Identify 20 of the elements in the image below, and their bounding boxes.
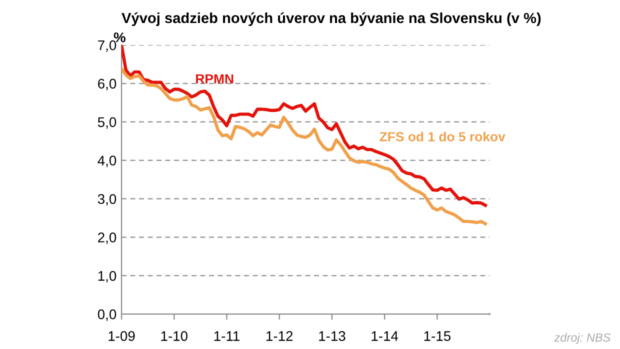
text: zdroj: NBS: [554, 333, 611, 344]
y-tick-label: 0,0: [98, 309, 116, 321]
series-label: ZFS od 1 do 5 rokov: [380, 132, 506, 142]
y-tick-label: 7,0: [98, 40, 116, 52]
x-tick-label: 1-11: [214, 331, 240, 341]
y-tick-label: 4,0: [98, 156, 116, 168]
x-tick-label: 1-15: [424, 331, 451, 341]
x-tick-label: 1-12: [266, 331, 293, 341]
series-label: RPMN: [196, 74, 234, 84]
y-tick-label: 1,0: [98, 270, 116, 282]
y-tick-label: 3,0: [98, 194, 116, 206]
y-tick-label: 5,0: [98, 117, 116, 129]
y-tick-label: 2,0: [98, 232, 116, 244]
x-tick-label: 1-09: [108, 331, 135, 341]
chart-title: Vývoj sadzieb nových úverov na bývanie na Slovensku (v %): [122, 12, 541, 26]
x-tick-label: 1-14: [372, 331, 398, 341]
y-axis-title: %: [114, 32, 126, 42]
x-tick-label: 1-10: [161, 331, 188, 341]
y-tick-label: 6,0: [98, 78, 116, 90]
x-tick-label: 1-13: [319, 331, 346, 341]
